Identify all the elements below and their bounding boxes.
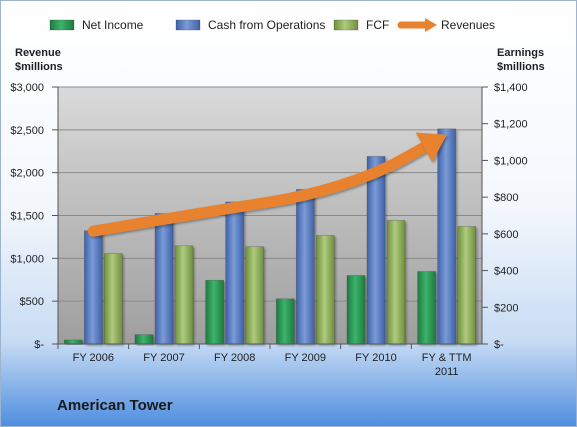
net-income-bar (205, 280, 224, 345)
legend-swatch-revenues-head (425, 18, 437, 32)
cash-from-operations-bar (366, 156, 386, 345)
net-income-bar (346, 275, 366, 345)
right-axis-label-line-1: Earnings (497, 47, 544, 59)
right-tick-label: $800 (494, 192, 518, 204)
x-tick-label: FY 2009 (285, 352, 326, 364)
bars (64, 128, 476, 345)
cash-from-operations-bar (84, 230, 103, 345)
cash-from-operations-bar (154, 213, 174, 345)
fcf-bar (386, 220, 406, 345)
left-tick-label: $1,000 (10, 253, 44, 265)
legend-label-net-income: Net Income (82, 18, 144, 32)
right-tick-label: $1,000 (494, 155, 528, 167)
left-axis-label-line-2: $millions (15, 61, 63, 73)
legend-swatch-fcf (333, 19, 359, 31)
legend-label-revenues: Revenues (441, 18, 495, 32)
x-tick-label: FY 2010 (355, 352, 396, 364)
axes: $- $500 $1,000 $1,500 $2,000 $2,500 $3,000 $- $2… (10, 82, 527, 378)
legend-label-cash-from-operations: Cash from Operations (208, 18, 325, 32)
right-tick-label: $1,400 (494, 82, 528, 94)
x-tick-label: FY & TTM 2011 (422, 352, 472, 378)
net-income-bar (134, 334, 154, 345)
fcf-bar (174, 245, 194, 345)
right-tick-label: $- (494, 339, 504, 351)
right-tick-label: $400 (494, 266, 518, 278)
legend-swatch-net-income (49, 19, 75, 31)
left-axis-label-line-1: Revenue (15, 47, 61, 59)
left-tick-label: $2,500 (10, 125, 44, 137)
left-tick-label: $500 (20, 296, 44, 308)
net-income-bar (417, 271, 436, 345)
x-tick-label: FY 2008 (214, 352, 255, 364)
fcf-bar (316, 235, 335, 345)
left-tick-label: $- (34, 339, 44, 351)
x-tick-label: FY 2006 (73, 352, 114, 364)
fcf-bar (245, 246, 264, 345)
net-income-bar (276, 298, 295, 345)
right-axis-label-line-2: $millions (497, 61, 545, 73)
left-tick-label: $1,500 (10, 211, 44, 223)
net-income-bar (64, 339, 83, 345)
left-tick-label: $2,000 (10, 168, 44, 180)
right-tick-label: $600 (494, 229, 518, 241)
left-tick-label: $3,000 (10, 82, 44, 94)
right-tick-label: $1,200 (494, 119, 528, 131)
legend-swatch-cash-from-operations (175, 19, 201, 31)
legend-label-fcf: FCF (366, 18, 389, 32)
cash-from-operations-bar (225, 201, 244, 345)
cash-from-operations-bar (296, 189, 315, 345)
fcf-bar (104, 253, 123, 345)
revenues-line (87, 141, 430, 237)
legend: Net Income Cash from Operations FCF Revenue… (49, 18, 495, 32)
x-tick-label: FY 2007 (143, 352, 184, 364)
right-tick-label: $200 (494, 302, 518, 314)
chart-footer-title: American Tower (57, 397, 173, 414)
fcf-bar (457, 226, 476, 345)
revenues-arrowhead (415, 132, 447, 163)
revenue-line-layer (87, 132, 447, 237)
cash-from-operations-bar (437, 128, 456, 345)
